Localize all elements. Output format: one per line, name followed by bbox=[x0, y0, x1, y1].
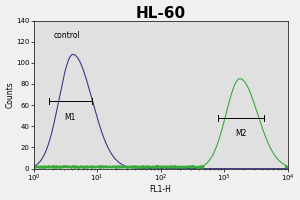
Title: HL-60: HL-60 bbox=[136, 6, 186, 21]
Text: M1: M1 bbox=[65, 113, 76, 122]
Text: control: control bbox=[54, 31, 81, 40]
X-axis label: FL1-H: FL1-H bbox=[150, 185, 172, 194]
Y-axis label: Counts: Counts bbox=[6, 81, 15, 108]
Text: M2: M2 bbox=[235, 129, 247, 138]
